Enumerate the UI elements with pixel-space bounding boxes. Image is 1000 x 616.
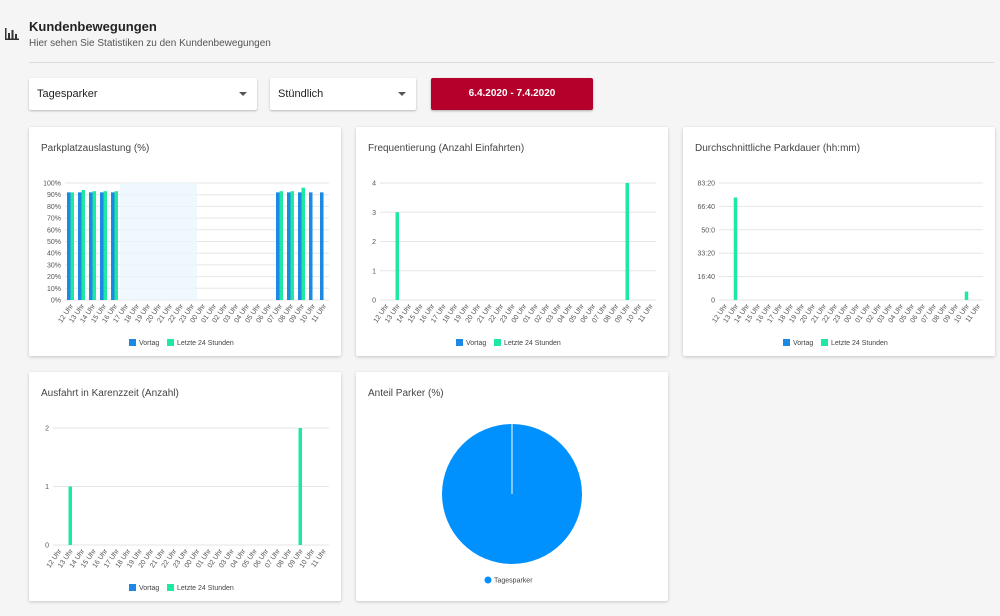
legend-label: Letzte 24 Stunden xyxy=(177,340,234,347)
chevron-down-icon xyxy=(398,92,406,96)
shaded-region xyxy=(120,183,197,300)
legend-swatch-letzte-24 xyxy=(821,339,828,346)
legend-swatch-letzte-24 xyxy=(167,584,174,591)
y-tick-label: 30% xyxy=(47,262,61,269)
card-title: Ausfahrt in Karenzzeit (Anzahl) xyxy=(41,388,179,399)
y-tick-label: 0% xyxy=(51,298,61,305)
bar xyxy=(287,192,291,300)
legend-swatch-letzte-24 xyxy=(494,339,501,346)
parker-type-select[interactable]: Tagesparker xyxy=(29,78,257,110)
legend-swatch-letzte-24 xyxy=(167,339,174,346)
y-tick-label: 80% xyxy=(47,204,61,211)
bar xyxy=(279,191,283,300)
chevron-down-icon xyxy=(239,92,247,96)
legend-swatch-vortag xyxy=(783,339,790,346)
bar xyxy=(111,192,115,300)
y-tick-label: 100% xyxy=(43,181,61,188)
y-tick-label: 0 xyxy=(372,298,376,305)
chart-parkplatzauslastung: 0%10%20%30%40%50%60%70%80%90%100%12 Uhr1… xyxy=(43,181,329,347)
bar xyxy=(309,192,313,300)
divider xyxy=(29,62,994,63)
card-frequentierung: Frequentierung (Anzahl Einfahrten) 0 1 2 3 4… xyxy=(356,127,668,356)
interval-select[interactable]: Stündlich xyxy=(270,78,416,110)
card-title: Durchschnittliche Parkdauer (hh:mm) xyxy=(695,143,861,154)
legend-swatch-vortag xyxy=(129,584,136,591)
legend-label: Vortag xyxy=(793,340,813,347)
page-title: Kundenbewegungen xyxy=(29,19,157,34)
y-tick-label: 20% xyxy=(47,274,61,281)
y-tick-label: 1 xyxy=(372,268,376,275)
bar xyxy=(67,192,71,300)
bar xyxy=(103,191,107,300)
bar xyxy=(68,486,72,545)
interval-value: Stündlich xyxy=(278,88,324,100)
y-tick-label: 2 xyxy=(45,426,49,433)
bar xyxy=(114,191,118,300)
bar xyxy=(70,192,74,300)
y-tick-label: 90% xyxy=(47,192,61,199)
page-subtitle: Hier sehen Sie Statistiken zu den Kunden… xyxy=(29,38,271,49)
bar xyxy=(100,192,104,300)
legend-label: Tagesparker xyxy=(494,578,533,585)
y-tick-label: 60% xyxy=(47,227,61,234)
legend-label: Vortag xyxy=(466,340,486,347)
y-tick-label: 50% xyxy=(47,239,61,246)
legend-label: Letzte 24 Stunden xyxy=(177,585,234,592)
legend-swatch-tagesparker xyxy=(484,576,492,584)
y-tick-label: 4 xyxy=(372,181,376,188)
bar xyxy=(301,187,305,300)
legend-label: Letzte 24 Stunden xyxy=(831,340,888,347)
card-title: Frequentierung (Anzahl Einfahrten) xyxy=(368,143,525,154)
bar xyxy=(395,212,399,300)
bar xyxy=(276,192,280,300)
y-tick-label: 1 xyxy=(45,484,49,491)
legend-label: Vortag xyxy=(139,585,159,592)
parker-type-value: Tagesparker xyxy=(37,88,98,100)
y-tick-label: 16:40 xyxy=(697,274,715,281)
y-tick-label: 0 xyxy=(711,298,715,305)
bar xyxy=(964,291,969,300)
bar xyxy=(298,192,302,300)
date-range-button[interactable]: 6.4.2020 - 7.4.2020 xyxy=(431,78,593,110)
y-tick-label: 66:40 xyxy=(697,204,715,211)
bar xyxy=(733,197,738,300)
bar xyxy=(298,428,302,545)
bar-chart-icon xyxy=(5,28,19,40)
card-parkdauer: Durchschnittliche Parkdauer (hh:mm) 0 16:… xyxy=(683,127,995,356)
y-tick-label: 70% xyxy=(47,216,61,223)
y-tick-label: 40% xyxy=(47,251,61,258)
legend-label: Letzte 24 Stunden xyxy=(504,340,561,347)
bar xyxy=(89,192,93,300)
card-title: Anteil Parker (%) xyxy=(368,388,444,399)
bar xyxy=(78,192,82,300)
bar xyxy=(320,192,324,300)
y-tick-label: 0 xyxy=(45,543,49,550)
card-title: Parkplatzauslastung (%) xyxy=(41,143,150,154)
legend-swatch-vortag xyxy=(456,339,463,346)
y-tick-label: 3 xyxy=(372,210,376,217)
card-karenzzeit: Ausfahrt in Karenzzeit (Anzahl) 0 1 2 12 Uh… xyxy=(29,372,341,601)
y-tick-label: 83:20 xyxy=(697,181,715,188)
y-tick-label: 10% xyxy=(47,286,61,293)
bar xyxy=(92,191,96,300)
y-tick-label: 50:0 xyxy=(701,227,715,234)
card-parkplatzauslastung: Parkplatzauslastung (%) 0% 10% 20% 30% 40% 50… xyxy=(29,127,341,356)
legend-label: Vortag xyxy=(139,340,159,347)
card-anteil-parker: Anteil Parker (%) Tagesparker xyxy=(356,372,668,601)
chart-anteil-parker: Tagesparker xyxy=(442,424,582,585)
y-tick-label: 2 xyxy=(372,239,376,246)
bar xyxy=(625,183,629,300)
legend-swatch-vortag xyxy=(129,339,136,346)
bar xyxy=(290,191,294,300)
bar xyxy=(81,190,85,300)
y-tick-label: 33:20 xyxy=(697,251,715,258)
